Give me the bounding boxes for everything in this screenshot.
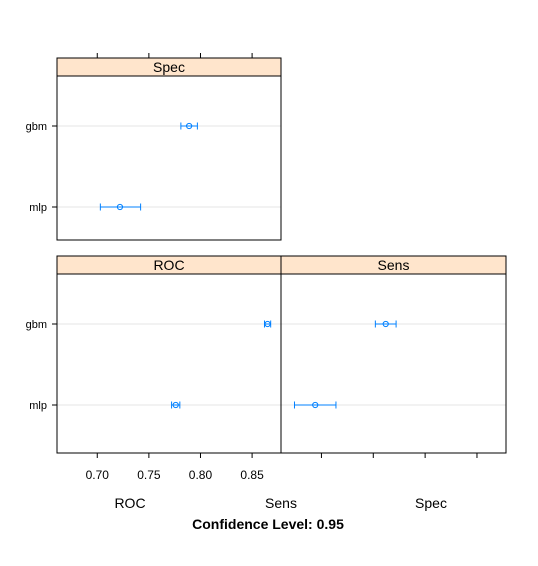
y-tick-label-gbm-row0: gbm: [26, 121, 47, 133]
y-tick-label-gbm-row1: gbm: [26, 319, 47, 331]
x-tick-label-0: 0.70: [86, 468, 110, 482]
x-tick-label-1: 0.75: [137, 468, 161, 482]
panel-frame-spec: [57, 76, 281, 240]
panel-sens: Sens: [281, 256, 506, 453]
panel-frame-sens: [281, 274, 506, 453]
x-tick-label-2: 0.80: [189, 468, 213, 482]
axis-metric-label-roc: ROC: [114, 495, 145, 511]
panels-layer: Spec ROC Sens: [57, 58, 506, 453]
x-axis-label: Confidence Level: 0.95: [192, 516, 344, 532]
strip-label-roc: ROC: [153, 257, 184, 273]
panel-frame-roc: [57, 274, 281, 453]
axis-metric-label-spec: Spec: [415, 495, 447, 511]
x-tick-label-3: 0.85: [240, 468, 264, 482]
panel-spec: Spec: [57, 58, 281, 240]
strip-label-sens: Sens: [378, 257, 410, 273]
y-tick-label-mlp-row1: mlp: [29, 400, 47, 412]
strip-label-spec: Spec: [153, 59, 185, 75]
panel-roc: ROC: [57, 256, 281, 453]
y-tick-label-mlp-row0: mlp: [29, 202, 47, 214]
axis-metric-label-sens: Sens: [265, 495, 297, 511]
